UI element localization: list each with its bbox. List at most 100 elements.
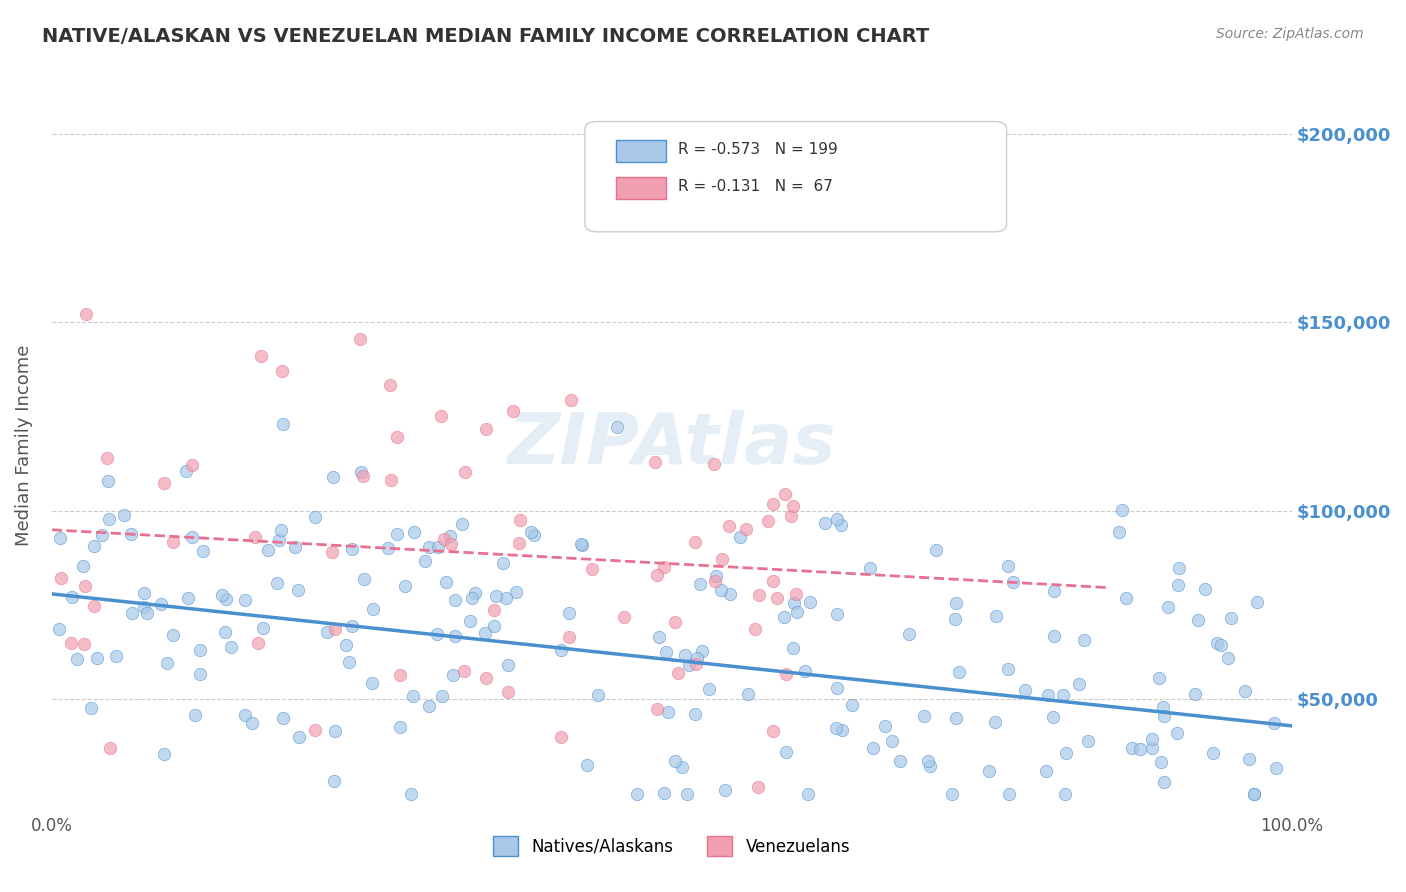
- Natives/Alaskans: [482, 619, 505, 633]
- Natives/Alaskans: [361, 602, 384, 616]
- Natives/Alaskans: [461, 591, 484, 605]
- Venezuelans: [83, 599, 105, 613]
- Y-axis label: Median Family Income: Median Family Income: [15, 344, 32, 546]
- Bar: [616, 177, 665, 199]
- Venezuelans: [75, 579, 97, 593]
- Text: R = -0.131   N =  67: R = -0.131 N = 67: [678, 178, 832, 194]
- Natives/Alaskans: [558, 606, 581, 620]
- Natives/Alaskans: [1140, 740, 1163, 755]
- Natives/Alaskans: [1246, 594, 1268, 608]
- Natives/Alaskans: [945, 711, 967, 725]
- Natives/Alaskans: [1054, 746, 1077, 760]
- Venezuelans: [75, 307, 97, 321]
- Natives/Alaskans: [337, 655, 360, 669]
- Venezuelans: [685, 657, 707, 672]
- Venezuelans: [782, 499, 804, 513]
- Natives/Alaskans: [1187, 613, 1209, 627]
- Natives/Alaskans: [191, 544, 214, 558]
- Natives/Alaskans: [783, 596, 806, 610]
- Natives/Alaskans: [862, 741, 884, 756]
- Natives/Alaskans: [98, 512, 121, 526]
- Natives/Alaskans: [1153, 775, 1175, 789]
- Natives/Alaskans: [474, 625, 496, 640]
- Venezuelans: [73, 637, 96, 651]
- Natives/Alaskans: [444, 629, 467, 643]
- Natives/Alaskans: [121, 606, 143, 620]
- Text: Source: ZipAtlas.com: Source: ZipAtlas.com: [1216, 27, 1364, 41]
- Natives/Alaskans: [728, 530, 751, 544]
- Natives/Alaskans: [689, 577, 711, 591]
- Venezuelans: [644, 455, 666, 469]
- Venezuelans: [718, 519, 741, 533]
- Natives/Alaskans: [104, 649, 127, 664]
- Natives/Alaskans: [156, 656, 179, 670]
- Natives/Alaskans: [986, 608, 1008, 623]
- Natives/Alaskans: [786, 605, 808, 619]
- Venezuelans: [703, 457, 725, 471]
- Natives/Alaskans: [353, 572, 375, 586]
- Natives/Alaskans: [1054, 787, 1077, 801]
- Natives/Alaskans: [451, 517, 474, 532]
- Venezuelans: [645, 567, 668, 582]
- Venezuelans: [60, 636, 83, 650]
- Natives/Alaskans: [399, 787, 422, 801]
- Natives/Alaskans: [152, 747, 174, 762]
- Natives/Alaskans: [1043, 629, 1066, 643]
- Natives/Alaskans: [1263, 715, 1285, 730]
- Natives/Alaskans: [233, 708, 256, 723]
- Natives/Alaskans: [1234, 684, 1257, 698]
- Natives/Alaskans: [675, 787, 697, 801]
- Venezuelans: [508, 536, 530, 550]
- Natives/Alaskans: [704, 569, 727, 583]
- Natives/Alaskans: [132, 586, 155, 600]
- Natives/Alaskans: [825, 607, 848, 621]
- Natives/Alaskans: [941, 787, 963, 801]
- Natives/Alaskans: [569, 537, 592, 551]
- Venezuelans: [779, 508, 801, 523]
- Venezuelans: [162, 535, 184, 549]
- Natives/Alaskans: [402, 525, 425, 540]
- Natives/Alaskans: [1168, 560, 1191, 574]
- Natives/Alaskans: [190, 643, 212, 657]
- Natives/Alaskans: [1140, 732, 1163, 747]
- Venezuelans: [180, 458, 202, 472]
- Natives/Alaskans: [460, 614, 482, 628]
- Natives/Alaskans: [652, 786, 675, 800]
- Natives/Alaskans: [150, 597, 173, 611]
- Venezuelans: [49, 571, 72, 585]
- Venezuelans: [454, 466, 477, 480]
- Natives/Alaskans: [1035, 764, 1057, 778]
- Natives/Alaskans: [1052, 688, 1074, 702]
- Natives/Alaskans: [917, 754, 939, 768]
- Venezuelans: [380, 473, 402, 487]
- Natives/Alaskans: [505, 585, 527, 599]
- Natives/Alaskans: [671, 760, 693, 774]
- Natives/Alaskans: [439, 529, 461, 543]
- Venezuelans: [433, 532, 456, 546]
- Natives/Alaskans: [997, 559, 1019, 574]
- Natives/Alaskans: [626, 787, 648, 801]
- Natives/Alaskans: [523, 528, 546, 542]
- Natives/Alaskans: [875, 719, 897, 733]
- Venezuelans: [243, 530, 266, 544]
- Venezuelans: [378, 377, 401, 392]
- Natives/Alaskans: [918, 759, 941, 773]
- Venezuelans: [550, 731, 572, 745]
- Natives/Alaskans: [270, 523, 292, 537]
- Natives/Alaskans: [496, 657, 519, 672]
- Natives/Alaskans: [430, 689, 453, 703]
- Natives/Alaskans: [257, 543, 280, 558]
- Natives/Alaskans: [794, 664, 817, 678]
- Natives/Alaskans: [1209, 638, 1232, 652]
- Natives/Alaskans: [825, 681, 848, 695]
- Natives/Alaskans: [571, 538, 593, 552]
- Natives/Alaskans: [685, 651, 707, 665]
- Natives/Alaskans: [606, 420, 628, 434]
- Natives/Alaskans: [1243, 787, 1265, 801]
- Venezuelans: [496, 685, 519, 699]
- Venezuelans: [385, 430, 408, 444]
- Natives/Alaskans: [1157, 600, 1180, 615]
- Venezuelans: [271, 363, 294, 377]
- Natives/Alaskans: [1150, 755, 1173, 769]
- Venezuelans: [775, 667, 797, 681]
